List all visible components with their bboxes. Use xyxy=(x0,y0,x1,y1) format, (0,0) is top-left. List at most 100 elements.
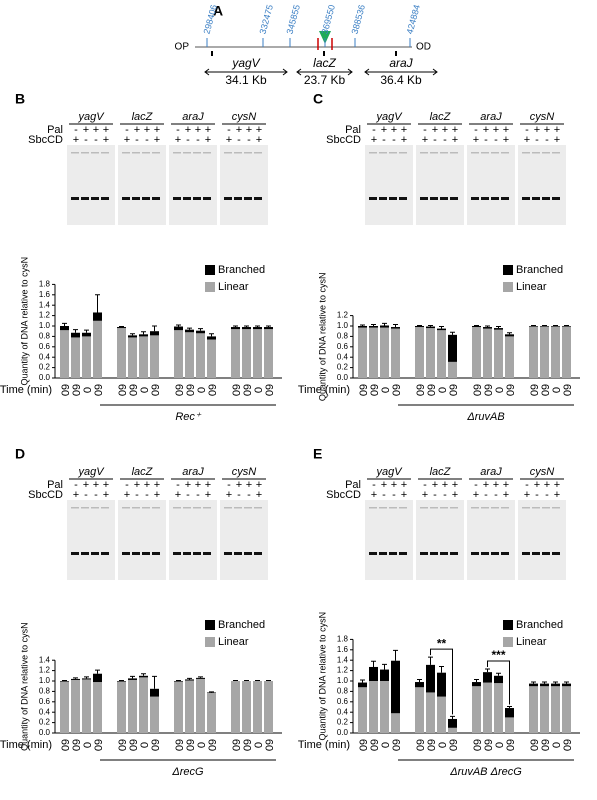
error-bar xyxy=(496,326,501,329)
x-tick-label: 60 xyxy=(149,384,161,396)
x-axis-label: Time (min) xyxy=(0,384,52,396)
gel-band xyxy=(552,552,560,555)
legend-label: Branched xyxy=(516,264,563,276)
gel-well xyxy=(522,152,530,154)
x-tick-label: 60 xyxy=(425,739,437,751)
gel-lane-mark: + xyxy=(256,124,262,136)
gel-well xyxy=(254,507,262,509)
bar-branched xyxy=(117,681,126,682)
error-bar xyxy=(564,681,569,684)
gel-lane-mark: + xyxy=(442,124,448,136)
gel-lane-mark: - xyxy=(372,479,376,491)
bar-branched xyxy=(253,327,262,330)
error-bar xyxy=(255,325,260,328)
bar-linear xyxy=(483,328,492,378)
error-bar xyxy=(266,679,271,681)
bar-branched xyxy=(207,692,216,693)
bar-linear xyxy=(426,328,435,378)
y-tick-label: 1.0 xyxy=(337,676,349,685)
bar-branched xyxy=(551,326,560,327)
gel-band xyxy=(183,197,191,200)
gel-band xyxy=(91,552,99,555)
error-bar xyxy=(428,324,433,327)
error-bar xyxy=(209,333,214,337)
gel-lane-mark: - xyxy=(372,124,376,136)
gel-band xyxy=(142,197,150,200)
probe xyxy=(211,51,213,56)
x-tick-label: 0 xyxy=(493,387,505,393)
gel-well xyxy=(91,152,99,154)
x-tick-label: 0 xyxy=(138,387,150,393)
bar-branched xyxy=(358,326,367,328)
gel-lane-mark: - xyxy=(176,124,180,136)
gel-well xyxy=(420,152,428,154)
bar-linear xyxy=(174,330,183,378)
x-tick-label: 60 xyxy=(206,384,218,396)
gel-well xyxy=(71,152,79,154)
gel-image xyxy=(169,500,217,580)
gel-band xyxy=(379,197,387,200)
x-tick-label: 60 xyxy=(70,384,82,396)
bar-linear xyxy=(117,328,126,378)
gel-well xyxy=(203,507,211,509)
gel-well xyxy=(481,152,489,154)
legend-label: Linear xyxy=(516,281,547,293)
error-bar xyxy=(244,679,249,681)
error-bar xyxy=(152,325,157,332)
error-bar xyxy=(439,665,444,673)
bar-branched xyxy=(540,326,549,327)
bar-linear xyxy=(505,717,514,733)
gel-band xyxy=(71,552,79,555)
bar-linear xyxy=(380,681,389,733)
x-tick-label: 0 xyxy=(436,387,448,393)
x-tick-label: 60 xyxy=(504,384,516,396)
bar-linear xyxy=(494,329,503,378)
gel-band xyxy=(193,197,201,200)
gel-lane-mark: + xyxy=(554,479,560,491)
bar-branched xyxy=(551,683,560,687)
gel-gene-label: yagV xyxy=(375,466,403,478)
error-bar xyxy=(382,322,387,326)
gel-lane-mark: + xyxy=(175,134,181,146)
gel-lane-mark: + xyxy=(124,134,130,146)
gel-image xyxy=(169,145,217,225)
x-tick-label: 60 xyxy=(504,739,516,751)
gel-lane-mark: - xyxy=(84,134,88,146)
bar-linear xyxy=(391,328,400,378)
bar-branched xyxy=(391,327,400,329)
x-tick-label: 60 xyxy=(184,384,196,396)
error-bar xyxy=(187,327,192,330)
gel-lane-mark: + xyxy=(246,124,252,136)
gel-lane-mark: - xyxy=(443,134,447,146)
gel-band xyxy=(132,197,140,200)
gel-well xyxy=(122,507,130,509)
bar-branched xyxy=(117,327,126,329)
bar-branched xyxy=(448,334,457,362)
gel-lane-mark: + xyxy=(391,479,397,491)
bar-linear xyxy=(71,337,80,378)
bar-branched xyxy=(529,683,538,687)
panel-label: D xyxy=(15,446,25,462)
gel-row-label: Pal xyxy=(47,124,63,136)
bar-branched xyxy=(358,682,367,688)
gel-band xyxy=(152,552,160,555)
gel-well xyxy=(173,507,181,509)
gel-image xyxy=(67,500,115,580)
bar-branched xyxy=(71,678,80,680)
gel-band xyxy=(532,197,540,200)
error-bar xyxy=(553,324,558,326)
y-tick-label: 0.8 xyxy=(39,332,51,341)
gel-lane-mark: + xyxy=(483,124,489,136)
position-label: 388536 xyxy=(350,4,367,36)
gel-band xyxy=(142,552,150,555)
palindrome-marker xyxy=(319,31,331,44)
bar-branched xyxy=(150,331,159,336)
gel-well xyxy=(81,507,89,509)
gel-lane-mark: - xyxy=(227,479,231,491)
legend-label: Linear xyxy=(218,281,249,293)
gel-lane-mark: - xyxy=(525,479,529,491)
gel-lane-mark: - xyxy=(474,479,478,491)
gel-well xyxy=(450,507,458,509)
legend-swatch xyxy=(503,620,513,630)
